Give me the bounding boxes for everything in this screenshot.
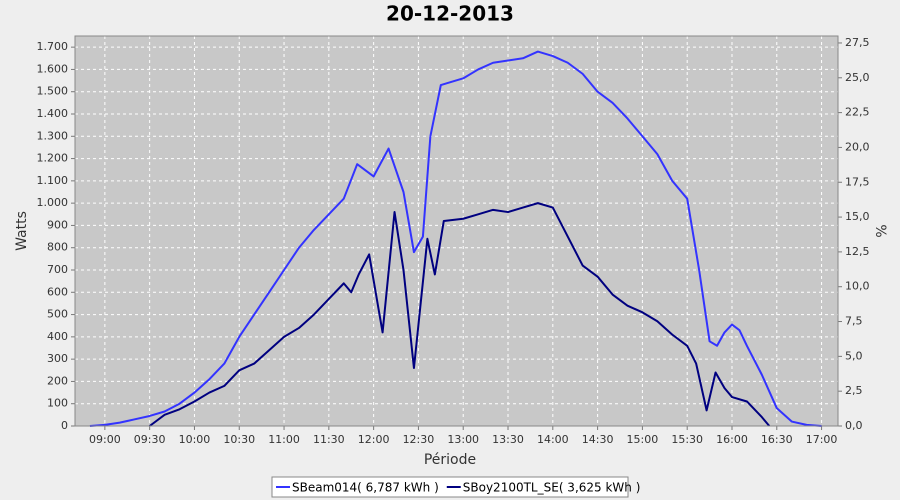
y2-tick-label: 17,5 (845, 175, 870, 188)
y-tick-label: 300 (47, 352, 68, 365)
y2-tick-label: 22,5 (845, 106, 870, 119)
y-tick-label: 100 (47, 397, 68, 410)
y-axis-label: Watts (14, 211, 30, 251)
legend-label: SBeam014( 6,787 kWh ) (292, 481, 439, 495)
y-tick-label: 0 (61, 419, 68, 432)
y2-axis-label: % (872, 224, 888, 237)
x-tick-label: 17:00 (806, 433, 838, 446)
y-tick-label: 200 (47, 374, 68, 387)
x-tick-label: 15:30 (671, 433, 703, 446)
x-tick-label: 14:30 (582, 433, 614, 446)
y-tick-label: 600 (47, 285, 68, 298)
y2-tick-label: 10,0 (845, 280, 870, 293)
y-tick-label: 1.000 (37, 196, 69, 209)
x-tick-label: 13:00 (447, 433, 479, 446)
y2-tick-label: 7,5 (845, 315, 863, 328)
x-tick-label: 12:30 (403, 433, 435, 446)
x-tick-label: 16:30 (761, 433, 793, 446)
y2-tick-label: 2,5 (845, 384, 863, 397)
x-tick-label: 11:00 (268, 433, 300, 446)
y-tick-label: 1.200 (37, 152, 69, 165)
plot-area (74, 35, 839, 427)
y-tick-label: 1.700 (37, 40, 69, 53)
y-tick-label: 900 (47, 218, 68, 231)
y2-tick-label: 27,5 (845, 36, 870, 49)
legend-label: SBoy2100TL_SE( 3,625 kWh ) (463, 481, 641, 495)
y2-tick-label: 0,0 (845, 419, 863, 432)
chart-title: 20-12-2013 (386, 2, 514, 26)
x-tick-label: 14:00 (537, 433, 569, 446)
y-tick-label: 1.100 (37, 174, 69, 187)
y2-tick-label: 12,5 (845, 245, 870, 258)
x-tick-label: 13:30 (492, 433, 524, 446)
y-tick-label: 700 (47, 263, 68, 276)
x-tick-label: 12:00 (358, 433, 390, 446)
x-tick-label: 10:30 (223, 433, 255, 446)
y-tick-label: 500 (47, 308, 68, 321)
y2-tick-label: 25,0 (845, 71, 870, 84)
y2-tick-label: 20,0 (845, 140, 870, 153)
series-line (89, 50, 822, 427)
y-tick-label: 1.400 (37, 107, 69, 120)
x-tick-label: 10:00 (179, 433, 211, 446)
x-axis-label: Période (424, 452, 476, 468)
y-tick-label: 1.300 (37, 129, 69, 142)
y2-tick-label: 15,0 (845, 210, 870, 223)
x-tick-label: 09:00 (89, 433, 121, 446)
y2-tick-label: 5,0 (845, 349, 863, 362)
x-tick-label: 09:30 (134, 433, 166, 446)
plot-area (74, 35, 839, 427)
y-tick-label: 1.600 (37, 62, 69, 75)
x-tick-label: 15:00 (627, 433, 659, 446)
series-line (149, 202, 771, 427)
y-tick-label: 800 (47, 241, 68, 254)
x-tick-label: 11:30 (313, 433, 345, 446)
y-tick-label: 1.500 (37, 85, 69, 98)
x-tick-label: 16:00 (716, 433, 748, 446)
y-tick-label: 400 (47, 330, 68, 343)
